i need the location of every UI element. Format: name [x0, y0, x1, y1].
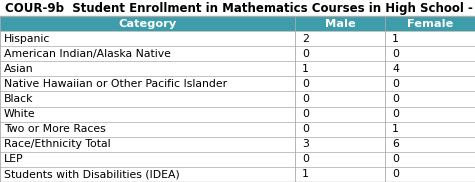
Text: 4: 4 — [392, 64, 399, 74]
Text: 0: 0 — [302, 124, 309, 134]
Bar — [385, 46, 475, 61]
Text: Male: Male — [324, 19, 355, 29]
Bar — [295, 46, 385, 61]
Bar — [385, 61, 475, 76]
Text: 3: 3 — [302, 139, 309, 149]
Text: COUR-9b  Student Enrollment in Mathematics Courses in High School - Advanced Mat: COUR-9b Student Enrollment in Mathematic… — [5, 2, 475, 15]
Bar — [0, 61, 295, 76]
Text: 0: 0 — [302, 109, 309, 119]
Bar — [295, 152, 385, 167]
Bar — [295, 76, 385, 91]
Text: Race/Ethnicity Total: Race/Ethnicity Total — [4, 139, 110, 149]
Text: 0: 0 — [392, 79, 399, 89]
Text: 0: 0 — [302, 154, 309, 164]
Text: 1: 1 — [392, 34, 399, 44]
Bar — [0, 16, 295, 31]
Bar — [0, 46, 295, 61]
Text: Native Hawaiian or Other Pacific Islander: Native Hawaiian or Other Pacific Islande… — [4, 79, 227, 89]
Text: 0: 0 — [392, 169, 399, 179]
Bar — [385, 16, 475, 31]
Bar — [295, 31, 385, 46]
Text: Hispanic: Hispanic — [4, 34, 50, 44]
Bar — [295, 167, 385, 182]
Text: Female: Female — [407, 19, 453, 29]
Bar — [0, 76, 295, 91]
Text: 2: 2 — [302, 34, 309, 44]
Bar — [0, 152, 295, 167]
Text: Category: Category — [118, 19, 177, 29]
Bar — [295, 16, 385, 31]
Text: 0: 0 — [302, 79, 309, 89]
Bar — [0, 106, 295, 122]
Bar — [295, 106, 385, 122]
Text: 1: 1 — [302, 169, 309, 179]
Text: 0: 0 — [392, 109, 399, 119]
Bar — [295, 91, 385, 106]
Bar — [385, 167, 475, 182]
Text: Two or More Races: Two or More Races — [4, 124, 105, 134]
Text: 1: 1 — [302, 64, 309, 74]
Text: LEP: LEP — [4, 154, 23, 164]
Text: 0: 0 — [392, 94, 399, 104]
Text: 0: 0 — [392, 154, 399, 164]
Bar — [0, 91, 295, 106]
Bar — [385, 152, 475, 167]
Bar — [295, 137, 385, 152]
Text: Asian: Asian — [4, 64, 33, 74]
Text: 0: 0 — [302, 49, 309, 59]
Text: American Indian/Alaska Native: American Indian/Alaska Native — [4, 49, 171, 59]
Bar — [385, 137, 475, 152]
Text: White: White — [4, 109, 36, 119]
Text: 0: 0 — [392, 49, 399, 59]
Bar — [0, 167, 295, 182]
Bar — [295, 122, 385, 137]
Text: Students with Disabilities (IDEA): Students with Disabilities (IDEA) — [4, 169, 180, 179]
Text: 1: 1 — [392, 124, 399, 134]
Text: 6: 6 — [392, 139, 399, 149]
Bar — [385, 31, 475, 46]
Bar — [0, 122, 295, 137]
Bar — [385, 91, 475, 106]
Bar — [0, 31, 295, 46]
Text: Black: Black — [4, 94, 33, 104]
Bar — [385, 106, 475, 122]
Bar — [0, 137, 295, 152]
Bar — [385, 122, 475, 137]
Text: 0: 0 — [302, 94, 309, 104]
Bar — [295, 61, 385, 76]
Bar — [385, 76, 475, 91]
